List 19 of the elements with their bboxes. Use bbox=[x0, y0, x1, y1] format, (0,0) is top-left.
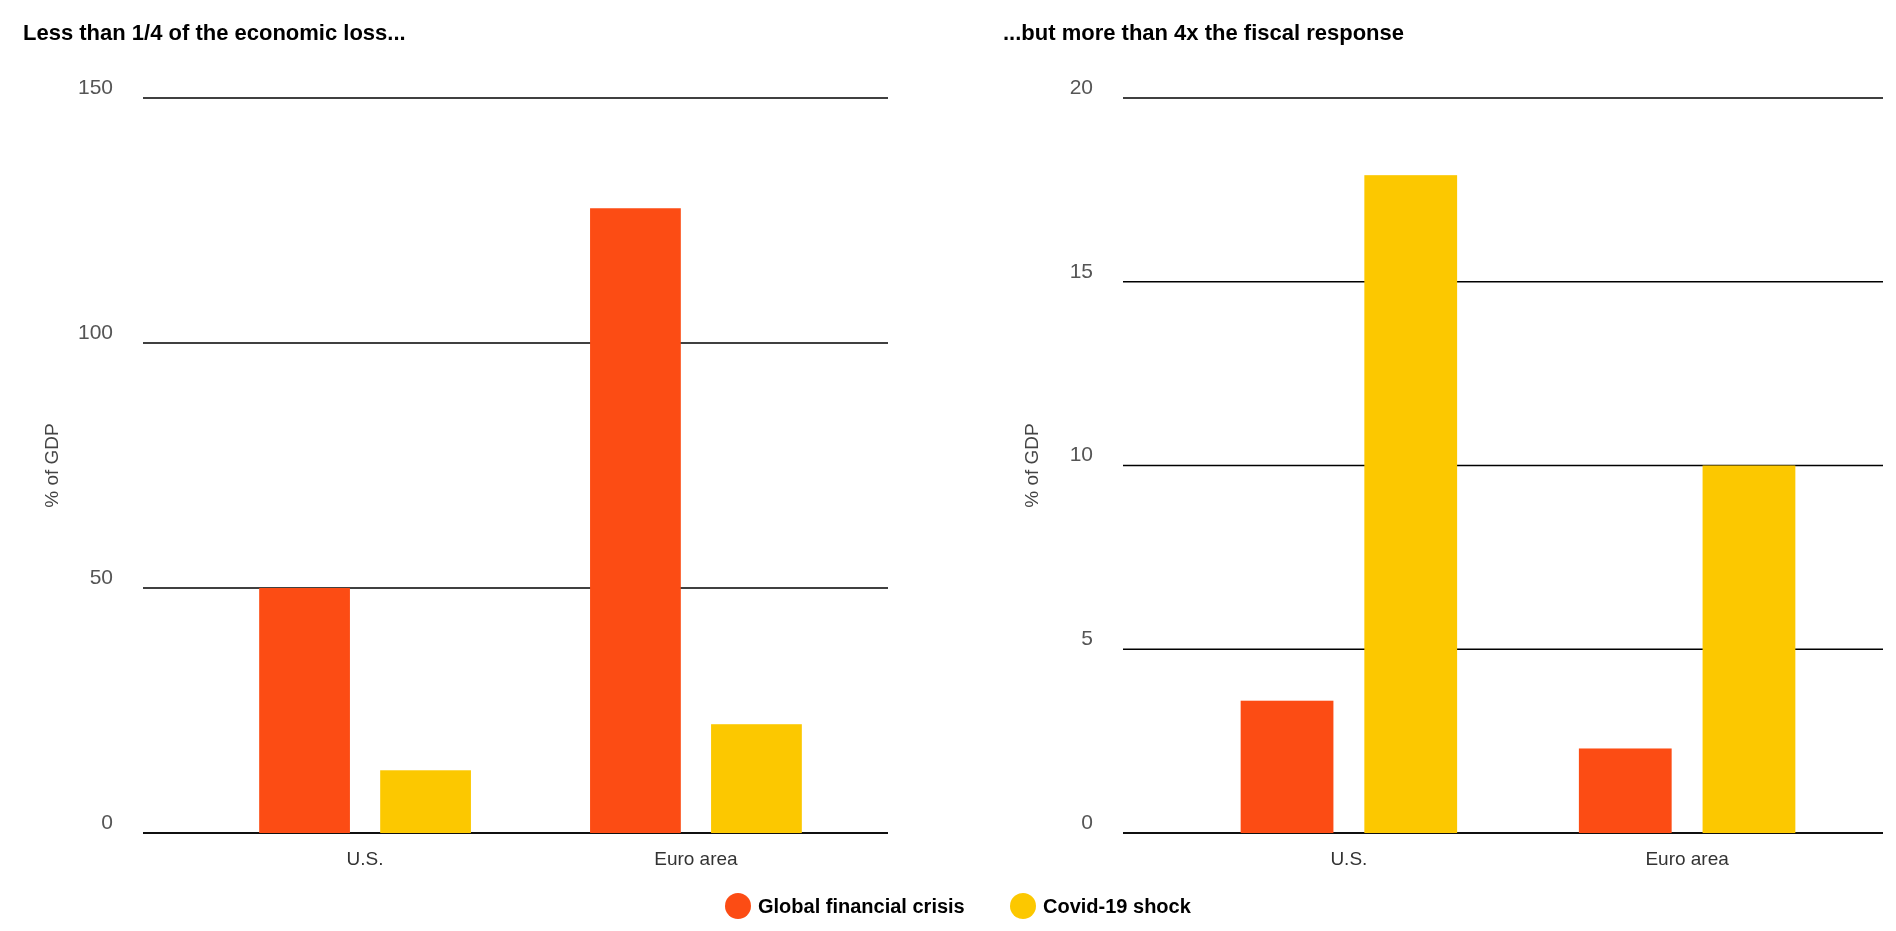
y-tick-label: 20 bbox=[1069, 74, 1093, 98]
y-tick-label: 50 bbox=[89, 564, 113, 588]
y-tick-label: 0 bbox=[101, 809, 113, 833]
x-tick-label: U.S. bbox=[346, 848, 384, 869]
chart-title: ...but more than 4x the fiscal response bbox=[1003, 20, 1404, 45]
y-axis-title: % of GDP bbox=[1021, 423, 1042, 508]
x-tick-label: Euro area bbox=[1645, 848, 1730, 869]
y-tick-label: 0 bbox=[1081, 809, 1093, 833]
y-tick-label: 15 bbox=[1069, 258, 1093, 282]
chart-title: Less than 1/4 of the economic loss... bbox=[23, 20, 406, 45]
legend-label: Global financial crisis bbox=[758, 895, 965, 917]
y-tick-label: 5 bbox=[1081, 626, 1093, 650]
y-axis-title: % of GDP bbox=[41, 423, 62, 508]
y-tick-label: 150 bbox=[77, 74, 113, 98]
x-tick-label: Euro area bbox=[654, 848, 739, 869]
legend-label: Covid-19 shock bbox=[1043, 895, 1192, 917]
y-tick-label: 10 bbox=[1069, 442, 1093, 466]
y-tick-label: 100 bbox=[77, 319, 113, 343]
x-tick-label: U.S. bbox=[1330, 848, 1368, 869]
